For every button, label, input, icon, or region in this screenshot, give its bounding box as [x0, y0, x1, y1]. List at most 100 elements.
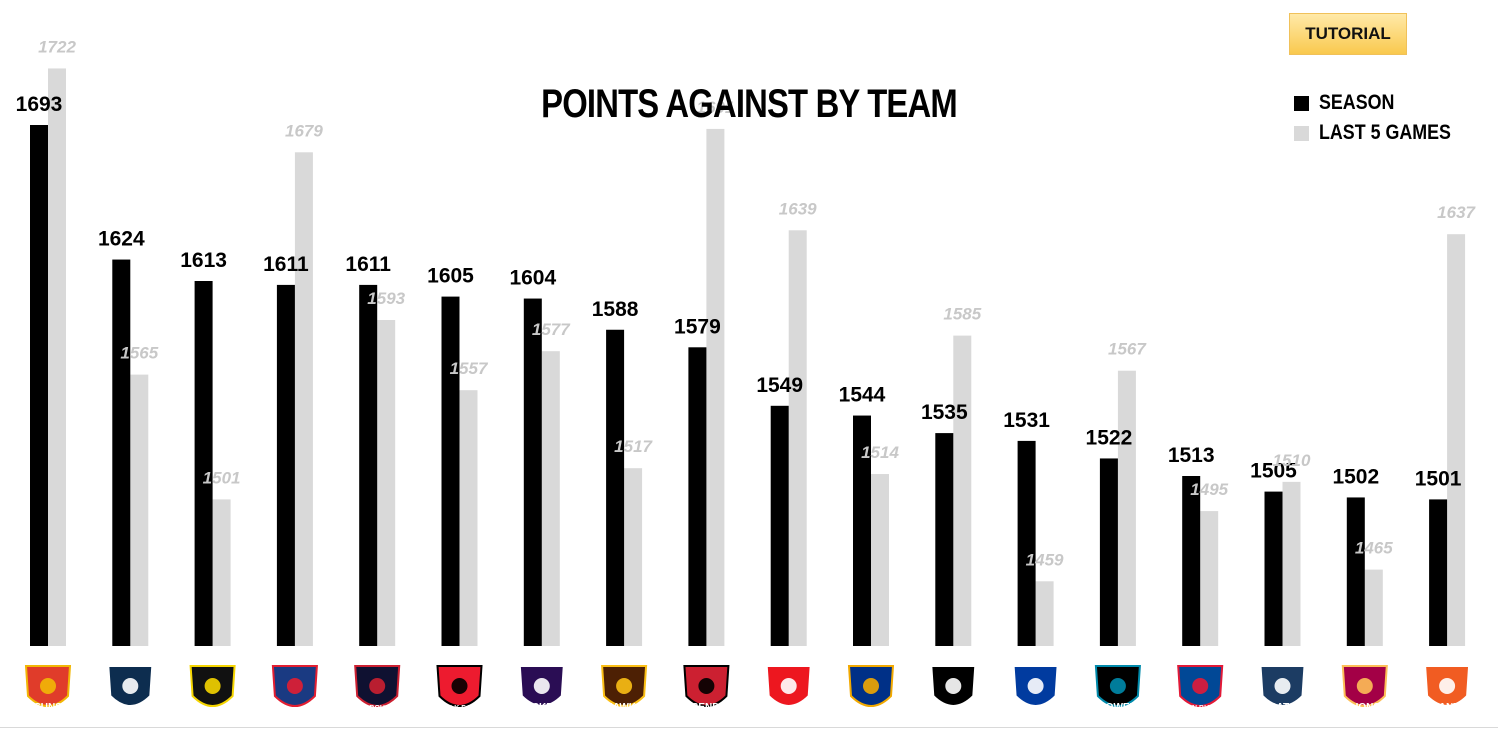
carlton-logo-emblem: [122, 678, 139, 694]
eagles-logo: [847, 665, 895, 707]
kangaroos-logo: KANGAROOS: [1012, 665, 1059, 712]
crows-logo-emblem: [286, 678, 303, 694]
data-label-season: 1604: [509, 267, 556, 290]
bar-season: [523, 298, 542, 646]
data-label-season: 1613: [180, 249, 227, 272]
bar-last5: [1447, 234, 1466, 646]
legend-label-last5: LAST 5 GAMES: [1319, 121, 1451, 144]
data-label-last5: 1585: [943, 305, 981, 324]
legend-item-last5: LAST 5 GAMES: [1294, 118, 1474, 148]
swans-logo-emblem: [780, 678, 797, 694]
essendon-logo: ESSENDON: [678, 665, 734, 713]
bar-group: 1604 1577: [509, 267, 571, 646]
tutorial-button[interactable]: TUTORIAL: [1289, 13, 1407, 55]
legend-swatch-last5: [1294, 125, 1309, 141]
tigers-logo-emblem: [204, 678, 221, 694]
melbourne-logo-emblem: [369, 678, 386, 694]
bar-season: [1429, 499, 1448, 646]
data-label-last5: 1510: [1273, 451, 1311, 470]
data-label-last5: 1501: [203, 468, 241, 487]
chart-legend: SEASON LAST 5 GAMES: [1294, 88, 1474, 148]
power-logo-text: POWER: [1099, 702, 1138, 713]
bar-season: [441, 296, 460, 646]
data-label-last5: 1639: [779, 199, 817, 218]
data-label-season: 1693: [16, 93, 63, 116]
bar-last5: [294, 152, 313, 647]
data-label-season: 1505: [1250, 460, 1297, 483]
data-label-season: 1535: [921, 401, 968, 424]
bar-last5: [1117, 370, 1136, 646]
bar-last5: [212, 499, 231, 646]
bar-group: 1611 1679: [263, 121, 323, 647]
melbourne-logo: MELBOURNE: [354, 665, 401, 712]
crows-logo: [271, 665, 318, 707]
bar-season: [1264, 491, 1283, 646]
data-label-last5: 1465: [1355, 539, 1393, 558]
bulldogs-logo: WESTERN BULLDOGS: [1162, 665, 1239, 712]
data-label-season: 1611: [345, 253, 391, 276]
bar-season: [853, 415, 871, 646]
bar-last5: [1200, 511, 1219, 646]
giants-logo-emblem: [1439, 678, 1456, 694]
bar-group: 1605 1557: [427, 265, 489, 646]
legend-item-season: SEASON: [1294, 88, 1474, 118]
legend-label-season: SEASON: [1319, 91, 1395, 114]
hawks-logo-text: HAWKS: [605, 702, 643, 713]
bar-last5: [48, 68, 66, 646]
swans-logo-text: SYDNEY SWANS: [761, 705, 818, 712]
data-label-last5: 1722: [38, 37, 76, 56]
bar-last5: [541, 351, 560, 646]
suns-logo: SUNS: [24, 665, 72, 713]
suns-logo-emblem: [40, 678, 56, 694]
bar-season: [112, 259, 131, 646]
bar-last5: [788, 230, 807, 647]
bar-last5: [871, 474, 889, 646]
lions-logo-emblem: [1356, 678, 1373, 694]
bar-season: [359, 284, 378, 646]
data-label-season: 1579: [674, 315, 721, 338]
hawks-logo: HAWKS: [601, 665, 648, 713]
stkilda-logo-emblem: [451, 678, 468, 694]
bar-season: [30, 125, 48, 646]
suns-logo-text: SUNS: [34, 702, 62, 713]
data-label-season: 1611: [263, 253, 309, 276]
fremantle-logo-text: DOCKERS: [517, 702, 567, 713]
swans-logo: SYDNEY SWANS: [761, 665, 818, 712]
bar-season: [606, 329, 625, 646]
bar-group: 1613 1501: [180, 249, 241, 646]
melbourne-logo-text: MELBOURNE: [355, 705, 400, 712]
bar-season: [194, 281, 213, 646]
bar-last5: [377, 320, 396, 646]
bar-last5: [706, 128, 725, 646]
giants-logo: GIANTS: [1424, 665, 1471, 713]
data-label-season: 1588: [592, 298, 639, 321]
data-label-last5: 1565: [120, 344, 158, 363]
data-label-last5: 1679: [285, 121, 323, 140]
bar-last5: [1364, 569, 1383, 646]
collingwood-logo: [930, 665, 977, 707]
hawks-logo-emblem: [616, 678, 633, 694]
legend-swatch-season: [1294, 95, 1309, 111]
data-label-last5: 1514: [861, 443, 899, 462]
data-label-season: 1624: [98, 228, 145, 251]
data-label-last5: 1691: [696, 98, 734, 117]
data-label-season: 1549: [756, 374, 803, 397]
data-label-last5: 1637: [1437, 203, 1476, 222]
eagles-logo-emblem: [863, 678, 879, 694]
bar-group: 1535 1585: [921, 305, 982, 646]
bulldogs-logo-emblem: [1192, 678, 1209, 694]
essendon-logo-text: ESSENDON: [678, 702, 734, 713]
bar-last5: [953, 335, 972, 646]
bar-last5: [130, 374, 149, 646]
data-label-season: 1501: [1415, 467, 1462, 490]
data-label-last5: 1495: [1190, 480, 1228, 499]
bar-season: [688, 347, 707, 646]
power-logo-emblem: [1109, 678, 1126, 694]
data-label-last5: 1593: [367, 289, 405, 308]
giants-logo-text: GIANTS: [1428, 702, 1466, 713]
chart-title: POINTS AGAINST BY TEAM: [541, 82, 958, 126]
bar-last5: [1035, 581, 1054, 646]
bulldogs-logo-text: WESTERN BULLDOGS: [1162, 705, 1239, 712]
power-logo: POWER: [1094, 665, 1141, 713]
